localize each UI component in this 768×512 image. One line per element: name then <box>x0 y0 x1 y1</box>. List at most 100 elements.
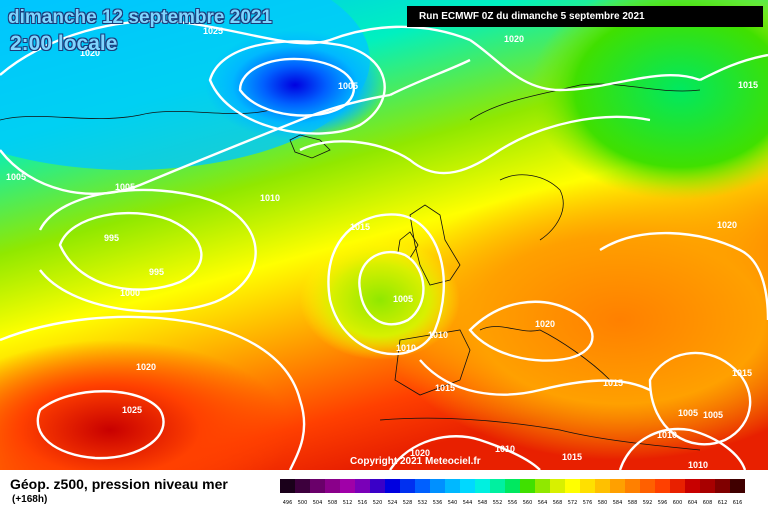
isobar-label: 1020 <box>717 220 737 230</box>
scale-tick-label: 524 <box>387 500 398 506</box>
scale-swatch <box>430 479 445 493</box>
scale-swatch <box>355 479 370 493</box>
isobar-label: 1005 <box>703 410 723 420</box>
isobar-label: 1015 <box>435 383 455 393</box>
scale-tick-label: 572 <box>567 500 578 506</box>
scale-swatch <box>385 479 400 493</box>
scale-tick-label: 608 <box>702 500 713 506</box>
scale-swatch <box>625 479 640 493</box>
scale-tick-label: 528 <box>402 500 413 506</box>
scale-swatch <box>490 479 505 493</box>
isobars <box>0 19 768 470</box>
isobar-label: 995 <box>104 233 119 243</box>
scale-swatch <box>520 479 535 493</box>
scale-swatch <box>700 479 715 493</box>
isobar-label: 1010 <box>428 330 448 340</box>
scale-tick-label: 536 <box>432 500 443 506</box>
scale-tick-label: 560 <box>522 500 533 506</box>
scale-tick-label: 544 <box>462 500 473 506</box>
scale-tick-label: 520 <box>372 500 383 506</box>
scale-swatch <box>295 479 310 493</box>
color-scale-ticks: 496 500 504 508 512 516 520 524 528 532 536 540 544 5… <box>280 500 745 506</box>
scale-swatch <box>280 479 295 493</box>
scale-swatch <box>670 479 685 493</box>
geopotential-field: 1025 1020 1015 1005 1005 1005 1010 995 9… <box>0 0 768 470</box>
scale-tick-label: 604 <box>687 500 698 506</box>
forecast-time: 2:00 locale <box>10 32 118 55</box>
isobar-label: 1020 <box>504 34 524 44</box>
isobar-label: 1005 <box>678 408 698 418</box>
scale-tick-label: 600 <box>672 500 683 506</box>
isobar-label: 1005 <box>393 294 413 304</box>
scale-tick-label: 516 <box>357 500 368 506</box>
run-info: Run ECMWF 0Z du dimanche 5 septembre 202… <box>407 6 763 27</box>
scale-tick-label: 588 <box>627 500 638 506</box>
scale-tick-label: 596 <box>657 500 668 506</box>
scale-tick-label: 568 <box>552 500 563 506</box>
legend-bar: Géop. z500, pression niveau mer (+168h) … <box>0 470 768 512</box>
scale-swatch <box>340 479 355 493</box>
isobar-label: 1005 <box>115 182 135 192</box>
scale-tick-label: 552 <box>492 500 503 506</box>
scale-tick-label: 500 <box>297 500 308 506</box>
scale-swatch <box>565 479 580 493</box>
forecast-date: dimanche 12 septembre 2021 <box>8 7 273 28</box>
isobar-label: 1015 <box>603 378 623 388</box>
scale-swatch <box>310 479 325 493</box>
isobar-label: 1020 <box>535 319 555 329</box>
scale-tick-label: 576 <box>582 500 593 506</box>
scale-swatch <box>535 479 550 493</box>
scale-tick-label: 592 <box>642 500 653 506</box>
scale-swatch <box>445 479 460 493</box>
isobar-label: 1020 <box>410 448 430 458</box>
scale-swatch <box>580 479 595 493</box>
scale-swatch <box>550 479 565 493</box>
isobar-label: 1015 <box>732 368 752 378</box>
scale-tick-label: 580 <box>597 500 608 506</box>
legend-subtitle: (+168h) <box>12 494 48 505</box>
scale-swatch <box>715 479 730 493</box>
scale-tick-label: 540 <box>447 500 458 506</box>
scale-swatch <box>400 479 415 493</box>
isobar-label: 1020 <box>136 362 156 372</box>
isobar-label: 1010 <box>396 343 416 353</box>
scale-tick-label: 612 <box>717 500 728 506</box>
scale-tick-label: 512 <box>342 500 353 506</box>
scale-tick-label: 548 <box>477 500 488 506</box>
scale-tick-label: 556 <box>507 500 518 506</box>
isobar-label: 1020 <box>80 48 100 58</box>
isobar-label: 1005 <box>6 172 26 182</box>
scale-swatch <box>685 479 700 493</box>
isobar-label: 995 <box>149 267 164 277</box>
isobar-label: 1005 <box>338 81 358 91</box>
scale-swatch <box>415 479 430 493</box>
scale-tick-label: 504 <box>312 500 323 506</box>
isobar-label: 1010 <box>657 430 677 440</box>
weather-map: 1025 1020 1015 1005 1005 1005 1010 995 9… <box>0 0 768 470</box>
scale-swatch <box>475 479 490 493</box>
isobar-label: 1025 <box>203 26 223 36</box>
color-scale <box>280 479 745 493</box>
isobar-label: 1010 <box>260 193 280 203</box>
isobar-label: 1025 <box>122 405 142 415</box>
scale-swatch <box>595 479 610 493</box>
copyright: Copyright 2021 Meteociel.fr <box>350 456 481 467</box>
scale-swatch <box>325 479 340 493</box>
isobar-label: 1010 <box>495 444 515 454</box>
legend-title: Géop. z500, pression niveau mer <box>10 476 228 492</box>
isobar-label: 1015 <box>738 80 758 90</box>
scale-swatch <box>370 479 385 493</box>
scale-swatch <box>730 479 745 493</box>
isobar-label: 1000 <box>120 288 140 298</box>
isobar-label: 1015 <box>350 222 370 232</box>
scale-swatch <box>655 479 670 493</box>
isobar-labels: 1025 1020 1015 1005 1005 1005 1010 995 9… <box>6 26 758 470</box>
scale-tick-label: 496 <box>282 500 293 506</box>
scale-tick-label: 508 <box>327 500 338 506</box>
coastlines <box>0 83 701 451</box>
scale-tick-label: 584 <box>612 500 623 506</box>
scale-swatch <box>505 479 520 493</box>
scale-swatch <box>640 479 655 493</box>
scale-tick-label: 616 <box>732 500 743 506</box>
scale-tick-label: 564 <box>537 500 548 506</box>
